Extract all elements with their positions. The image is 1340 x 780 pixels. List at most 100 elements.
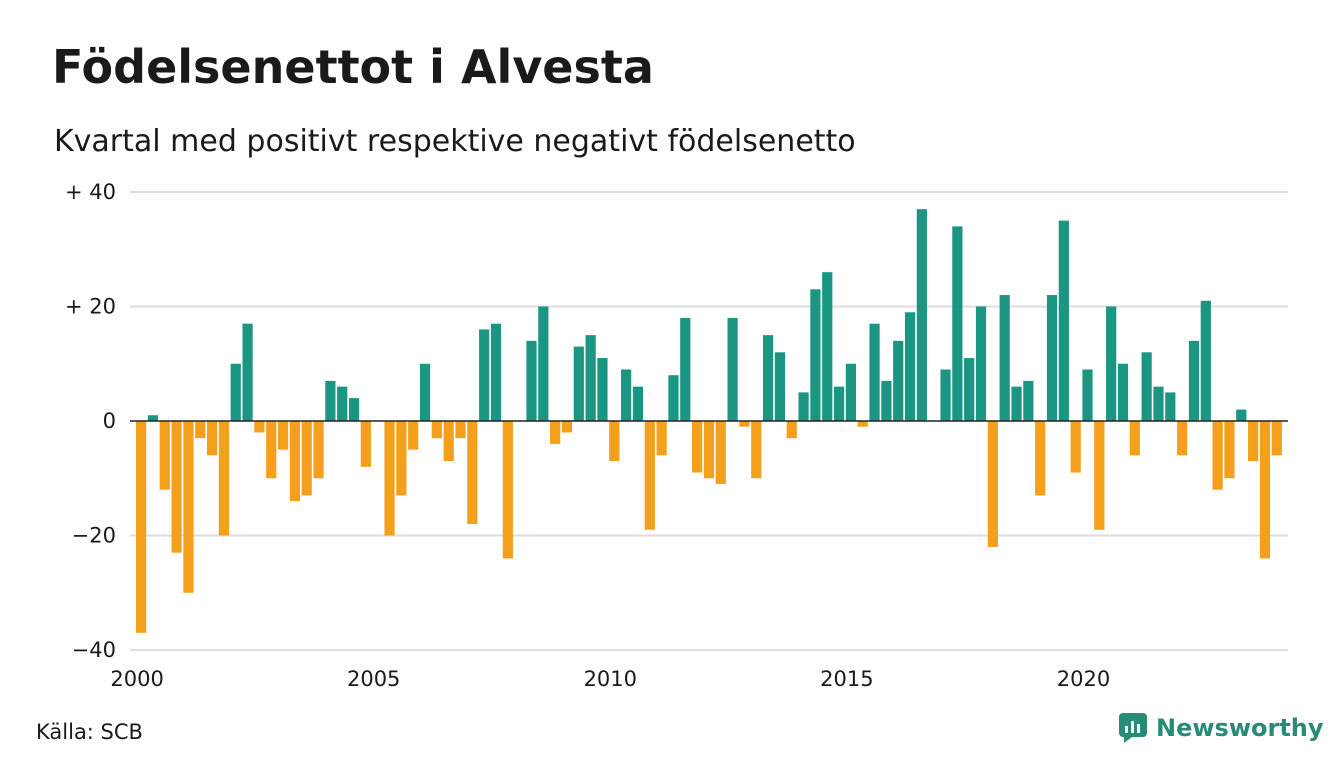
bar: [798, 392, 809, 422]
bar: [277, 421, 289, 450]
bar: [762, 335, 774, 422]
bar: [739, 421, 750, 427]
x-tick-label: 2005: [347, 667, 400, 691]
bar: [408, 421, 419, 450]
bar: [490, 323, 502, 421]
bar: [337, 386, 348, 421]
bar: [833, 386, 845, 421]
bar: [1236, 409, 1247, 421]
bar: [419, 363, 431, 421]
bar: [869, 323, 880, 421]
bar: [940, 369, 951, 421]
bars: [136, 209, 1282, 633]
x-tick-label: 2020: [1057, 667, 1110, 691]
bar: [455, 421, 466, 439]
bar: [952, 226, 963, 421]
bar: [751, 421, 762, 479]
bar: [1271, 421, 1282, 456]
bar: [396, 421, 407, 496]
bar: [573, 346, 584, 421]
bar: [254, 421, 265, 433]
bar: [1248, 421, 1259, 462]
bar: [1259, 421, 1271, 559]
bar: [609, 421, 620, 462]
bar: [857, 421, 868, 427]
x-tick-label: 2010: [584, 667, 637, 691]
bar-chart: + 40 + 20 0 −20 −40 2000 2005 2010 2015 2020: [65, 180, 1288, 691]
bar: [242, 323, 253, 421]
bar: [715, 421, 726, 484]
grid-lines: [130, 191, 1288, 651]
bar: [774, 352, 786, 421]
bar: [1165, 392, 1176, 422]
bar: [692, 421, 703, 473]
bar: [479, 329, 490, 421]
y-tick-label: + 20: [65, 295, 116, 319]
bar: [1117, 363, 1129, 421]
bar: [1212, 421, 1223, 490]
bar: [1011, 386, 1022, 421]
x-tick-label: 2015: [820, 667, 873, 691]
chart-subtitle: Kvartal med positivt respektive negativt…: [54, 124, 856, 159]
y-tick-label: −40: [72, 638, 116, 662]
bar: [881, 380, 892, 421]
bar: [975, 306, 987, 421]
bar: [171, 421, 182, 553]
bar: [1023, 380, 1034, 421]
bar: [893, 340, 904, 421]
bar: [964, 358, 975, 421]
bar: [502, 421, 513, 559]
bar: [1177, 421, 1188, 456]
bar: [443, 421, 454, 462]
bar: [656, 421, 667, 456]
bar: [1058, 220, 1069, 422]
bar: [561, 421, 573, 433]
chart-title: Födelsenettot i Alvesta: [52, 40, 654, 94]
newsworthy-icon: [1119, 713, 1147, 743]
brand-name: Newsworthy: [1156, 714, 1324, 742]
bar: [183, 421, 194, 593]
bar: [1188, 340, 1200, 421]
bar: [218, 421, 230, 536]
y-tick-label: −20: [72, 524, 116, 548]
bar: [632, 386, 644, 421]
source-label: Källa: SCB: [36, 720, 143, 744]
bar: [1106, 306, 1117, 421]
bar: [810, 289, 821, 421]
bar: [644, 421, 655, 530]
bar: [987, 421, 998, 547]
bar: [1046, 295, 1058, 421]
bar: [845, 363, 856, 421]
bar: [384, 421, 395, 536]
x-tick-label: 2000: [110, 667, 163, 691]
bar: [360, 421, 371, 467]
bar: [206, 421, 218, 456]
bar: [1129, 421, 1140, 456]
bar: [289, 421, 300, 502]
bar: [999, 295, 1010, 421]
bar: [159, 421, 170, 490]
bar: [538, 306, 549, 421]
bar: [230, 363, 241, 421]
bar: [621, 369, 632, 421]
bar: [1035, 421, 1046, 496]
bar: [585, 335, 596, 422]
bar: [147, 415, 159, 421]
y-tick-label: + 40: [65, 180, 116, 204]
bar: [703, 421, 715, 479]
bar: [136, 421, 147, 633]
bar: [325, 380, 336, 421]
bar: [301, 421, 312, 496]
brand-logo[interactable]: Newsworthy: [1118, 712, 1324, 744]
bar: [431, 421, 442, 439]
bar: [1224, 421, 1235, 479]
bar: [1141, 352, 1152, 421]
bar: [597, 358, 608, 421]
bar: [195, 421, 206, 439]
bar: [348, 398, 360, 421]
bar: [786, 421, 797, 439]
bar: [1200, 300, 1211, 421]
bar: [822, 272, 833, 421]
bar: [680, 317, 691, 421]
bar: [467, 421, 478, 525]
